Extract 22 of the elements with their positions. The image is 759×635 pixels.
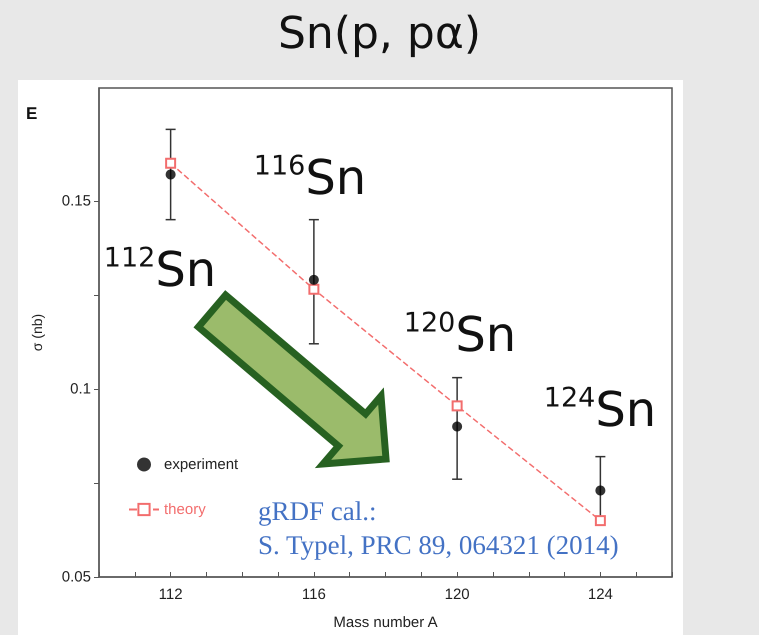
y-axis-title: σ (nb)	[29, 314, 45, 352]
legend-label: experiment	[164, 456, 240, 473]
y-tick-label: 0.15	[62, 192, 91, 210]
x-tick-label: 112	[158, 586, 183, 603]
point	[165, 158, 176, 169]
point	[595, 485, 606, 496]
point	[308, 274, 319, 285]
legend-label: theory	[164, 501, 206, 518]
point	[594, 515, 606, 526]
x-axis-title: Mass number A	[333, 614, 438, 631]
y-tick-label: 0.1	[70, 380, 91, 398]
chart-title: Sn(p, pα)	[277, 8, 482, 59]
text: E	[26, 104, 38, 123]
point	[452, 422, 462, 432]
annotation: gRDF cal.: S. Typel, PRC 89, 064321 (2014)	[258, 495, 619, 562]
point	[308, 284, 320, 295]
point	[452, 400, 463, 412]
point	[166, 170, 176, 180]
x-tick-label: 116	[302, 586, 326, 603]
y-tick-label: 0.05	[62, 568, 91, 586]
x-tick-label: 124	[588, 586, 613, 603]
x-tick-label: 120	[444, 586, 470, 603]
